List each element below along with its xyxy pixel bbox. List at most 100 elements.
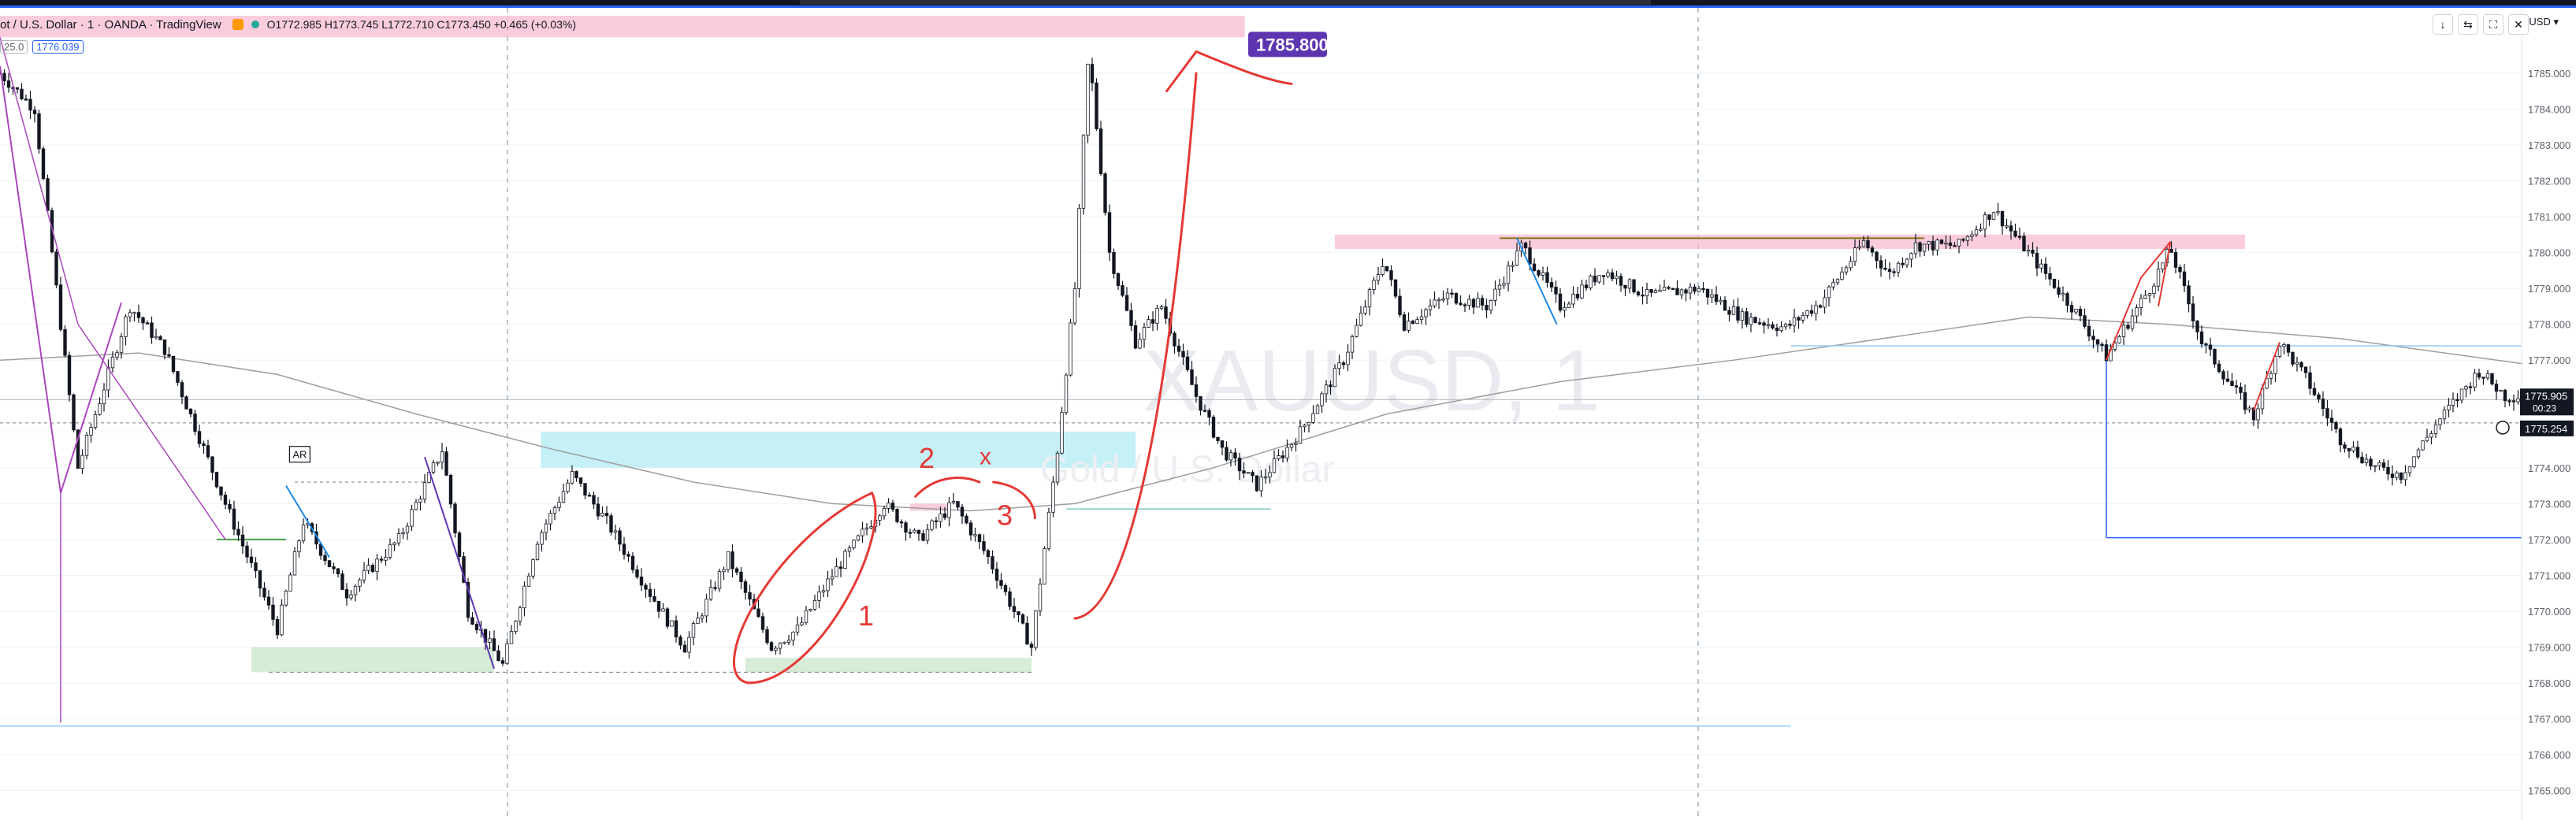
price-chart[interactable]: XAUUSD, 1 Gold / U.S. Dollar 1 2 3 x AR 1785.80…	[0, 8, 2576, 820]
download-icon[interactable]: ↓	[2433, 14, 2453, 35]
candle-body	[1901, 262, 1905, 265]
candle-body	[622, 544, 626, 555]
candle-body	[288, 574, 292, 592]
candle-body	[968, 522, 973, 536]
candle-body	[2, 72, 6, 82]
candle-body	[1411, 321, 1415, 325]
y-tick-label: 1782.000	[2528, 175, 2570, 187]
candle-body	[774, 647, 778, 651]
candle-body	[1580, 284, 1584, 299]
fullscreen-icon[interactable]: ⛶	[2483, 14, 2504, 35]
tradingview-badge-icon	[232, 19, 243, 30]
candle-body	[826, 578, 830, 592]
candle-body	[1372, 280, 1376, 290]
candle-body	[37, 113, 41, 150]
candle-body	[2173, 252, 2178, 268]
candle-body	[1697, 288, 1701, 292]
candle-body	[951, 501, 956, 503]
candle-body	[488, 638, 492, 643]
candle-body	[1133, 325, 1138, 349]
candle-body	[2178, 266, 2182, 273]
candle-body	[509, 631, 514, 644]
candle-body	[2139, 298, 2143, 308]
candle-body	[687, 636, 691, 653]
candle-body	[1020, 614, 1025, 624]
symbol-title[interactable]: ot / U.S. Dollar · 1 · OANDA · TradingVi…	[0, 17, 221, 32]
candle-body	[1944, 243, 1948, 245]
candle-body	[384, 556, 388, 561]
candle-body	[1341, 362, 1346, 365]
candle-body	[2026, 249, 2031, 252]
price-label-top: 1785.800	[1256, 35, 1329, 54]
candle-body	[730, 551, 734, 570]
candle-body	[1922, 243, 1927, 252]
candle-body	[1367, 289, 1372, 308]
candle-body	[1034, 610, 1038, 648]
candle-body	[2360, 456, 2364, 463]
candle-body	[1459, 302, 1463, 306]
candle-body	[2113, 342, 2117, 350]
candle-body	[2035, 253, 2039, 269]
candle-body	[1176, 345, 1181, 352]
last-price-label-bg	[2520, 388, 2574, 416]
candle-body	[2485, 373, 2490, 379]
candle-body	[1237, 458, 1242, 472]
candle-body	[1497, 284, 1502, 290]
candle-body	[41, 148, 46, 180]
candle-body	[2282, 344, 2286, 347]
candle-body	[6, 80, 11, 88]
candle-body	[552, 507, 557, 514]
candle-body	[1307, 421, 1311, 426]
candle-body	[2269, 373, 2273, 379]
candle-body	[258, 570, 262, 588]
indicator-label[interactable]: 25.0	[0, 39, 28, 54]
candle-body	[1415, 319, 1419, 325]
candle-body	[1684, 289, 1688, 294]
candle-body	[769, 642, 774, 651]
browser-top-strip	[0, 0, 2576, 8]
moving-average-line	[0, 316, 2523, 512]
candle-body	[366, 565, 370, 571]
candle-body	[1584, 284, 1589, 288]
candle-body	[1376, 274, 1381, 281]
candle-body	[800, 621, 804, 625]
zone-rect	[745, 658, 1032, 673]
candle-body	[323, 555, 327, 562]
candle-body	[821, 590, 826, 592]
candle-body	[1567, 303, 1571, 308]
candle-body	[1147, 319, 1150, 328]
candle-body	[167, 354, 171, 357]
candle-body	[1701, 288, 1705, 291]
candle-body	[72, 394, 76, 431]
candle-body	[2043, 263, 2048, 274]
candle-body	[275, 618, 280, 636]
candle-body	[1645, 289, 1649, 296]
candle-body	[1142, 327, 1147, 340]
candle-body	[266, 596, 271, 606]
browser-tab[interactable]	[800, 0, 1651, 5]
candle-body	[1749, 317, 1753, 325]
candle-body	[2195, 321, 2199, 332]
candle-body	[1194, 384, 1199, 397]
currency-selector[interactable]: USD ▾	[2529, 16, 2559, 28]
y-tick-label: 1771.000	[2528, 570, 2570, 581]
candle-body	[544, 523, 548, 533]
candle-body	[388, 544, 392, 558]
candle-body	[1476, 298, 1480, 308]
candle-body	[1064, 374, 1069, 414]
candle-body	[804, 610, 808, 623]
swap-icon[interactable]: ⇆	[2458, 14, 2478, 35]
candle-body	[1285, 447, 1289, 458]
ar-label: AR	[292, 449, 307, 461]
candle-body	[1164, 306, 1168, 319]
candle-body	[492, 638, 496, 651]
candle-body	[2442, 410, 2447, 420]
candle-body	[1173, 332, 1176, 347]
candle-body	[176, 371, 180, 384]
candle-body	[180, 382, 184, 398]
candle-body	[1875, 251, 1879, 262]
candle-body	[340, 573, 344, 590]
candle-body	[1528, 247, 1532, 265]
candle-body	[921, 532, 925, 541]
close-icon[interactable]: ✕	[2508, 14, 2529, 35]
